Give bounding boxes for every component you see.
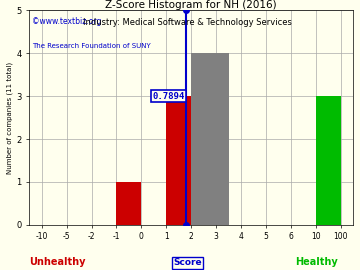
Bar [166,96,191,225]
Text: Industry: Medical Software & Technology Services: Industry: Medical Software & Technology … [83,18,292,26]
Y-axis label: Number of companies (11 total): Number of companies (11 total) [7,62,13,174]
Text: ©www.textbiz.org: ©www.textbiz.org [32,17,102,26]
Bar [191,53,229,225]
Bar [116,182,141,225]
Title: Z-Score Histogram for NH (2016): Z-Score Histogram for NH (2016) [105,0,277,10]
Bar [316,96,341,225]
Text: Score: Score [173,258,202,267]
Text: Healthy: Healthy [296,257,338,267]
Text: 0.7894: 0.7894 [152,92,185,101]
Text: Unhealthy: Unhealthy [30,257,86,267]
Text: The Research Foundation of SUNY: The Research Foundation of SUNY [32,43,151,49]
